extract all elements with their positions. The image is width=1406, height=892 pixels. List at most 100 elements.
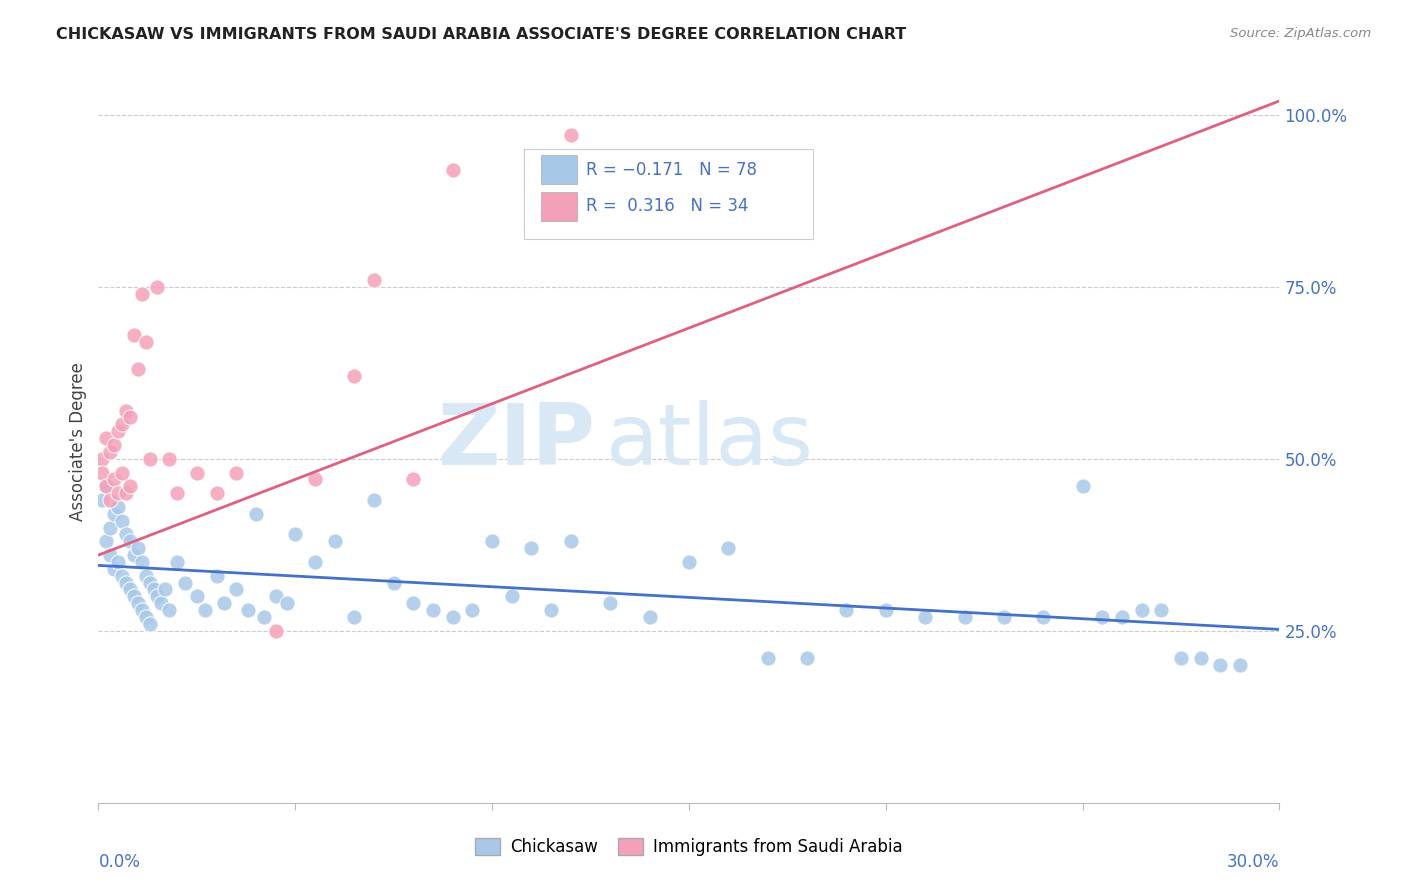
Point xyxy=(304,472,326,486)
Point xyxy=(138,575,160,590)
Point xyxy=(1032,610,1054,624)
Point xyxy=(186,466,208,480)
Point xyxy=(131,555,153,569)
Point xyxy=(98,445,121,459)
Point xyxy=(245,507,267,521)
Point xyxy=(103,438,125,452)
Point xyxy=(1150,603,1173,617)
Point xyxy=(276,596,298,610)
Text: CHICKASAW VS IMMIGRANTS FROM SAUDI ARABIA ASSOCIATE'S DEGREE CORRELATION CHART: CHICKASAW VS IMMIGRANTS FROM SAUDI ARABI… xyxy=(56,27,907,42)
Point xyxy=(323,534,346,549)
Text: ZIP: ZIP xyxy=(437,400,595,483)
Point xyxy=(1091,610,1114,624)
Point xyxy=(115,486,138,500)
Point xyxy=(236,603,259,617)
Point xyxy=(214,596,236,610)
Point xyxy=(146,279,169,293)
Point xyxy=(402,472,425,486)
Text: 0.0%: 0.0% xyxy=(98,854,141,871)
Point xyxy=(122,548,145,562)
Point xyxy=(520,541,543,556)
Point xyxy=(91,451,114,466)
Point xyxy=(107,500,129,514)
Point xyxy=(756,651,779,665)
Point xyxy=(127,541,149,556)
Point xyxy=(107,424,129,438)
Point xyxy=(107,555,129,569)
Point xyxy=(441,610,464,624)
Point xyxy=(135,334,157,349)
Point xyxy=(118,479,141,493)
Point xyxy=(142,582,165,597)
Point xyxy=(131,286,153,301)
Point xyxy=(131,603,153,617)
Point xyxy=(501,590,523,604)
Point xyxy=(155,582,177,597)
Point xyxy=(194,603,217,617)
Point xyxy=(441,162,464,177)
Point xyxy=(560,128,582,143)
Point xyxy=(103,472,125,486)
Point xyxy=(118,534,141,549)
Point xyxy=(138,451,160,466)
Point xyxy=(118,410,141,425)
Point xyxy=(343,369,366,384)
Point xyxy=(107,486,129,500)
Point xyxy=(103,507,125,521)
Point xyxy=(343,610,366,624)
Point xyxy=(225,466,247,480)
Point xyxy=(796,651,818,665)
Point xyxy=(157,603,180,617)
Text: R =  0.316   N = 34: R = 0.316 N = 34 xyxy=(586,197,748,215)
Point xyxy=(115,527,138,541)
Point xyxy=(835,603,858,617)
Point xyxy=(481,534,503,549)
Point xyxy=(540,603,562,617)
FancyBboxPatch shape xyxy=(541,155,576,184)
Point xyxy=(382,575,405,590)
Point xyxy=(166,486,188,500)
Text: R = −0.171   N = 78: R = −0.171 N = 78 xyxy=(586,161,758,178)
Point xyxy=(138,616,160,631)
Point xyxy=(111,514,134,528)
Point xyxy=(461,603,484,617)
Point xyxy=(205,486,228,500)
Point xyxy=(98,493,121,508)
Point xyxy=(186,590,208,604)
Point xyxy=(115,403,138,417)
Text: 30.0%: 30.0% xyxy=(1227,854,1279,871)
Point xyxy=(91,466,114,480)
Point xyxy=(96,479,118,493)
FancyBboxPatch shape xyxy=(541,192,576,220)
Point xyxy=(96,479,118,493)
Point xyxy=(599,596,621,610)
Point xyxy=(304,555,326,569)
Point xyxy=(157,451,180,466)
Text: atlas: atlas xyxy=(606,400,814,483)
Point xyxy=(264,590,287,604)
Point xyxy=(953,610,976,624)
Point xyxy=(135,610,157,624)
Point xyxy=(875,603,897,617)
Point xyxy=(122,590,145,604)
Point xyxy=(96,534,118,549)
Point xyxy=(1229,658,1251,673)
Point xyxy=(127,596,149,610)
Point xyxy=(96,431,118,445)
Point xyxy=(1170,651,1192,665)
Point xyxy=(98,520,121,534)
Point xyxy=(678,555,700,569)
Point xyxy=(122,327,145,342)
Point xyxy=(98,548,121,562)
Point xyxy=(993,610,1015,624)
Point xyxy=(1130,603,1153,617)
Point xyxy=(1189,651,1212,665)
Point xyxy=(150,596,173,610)
Y-axis label: Associate's Degree: Associate's Degree xyxy=(69,362,87,521)
Point xyxy=(284,527,307,541)
Text: Source: ZipAtlas.com: Source: ZipAtlas.com xyxy=(1230,27,1371,40)
Point xyxy=(146,590,169,604)
Point xyxy=(1071,479,1094,493)
Point xyxy=(111,466,134,480)
Point xyxy=(205,568,228,582)
